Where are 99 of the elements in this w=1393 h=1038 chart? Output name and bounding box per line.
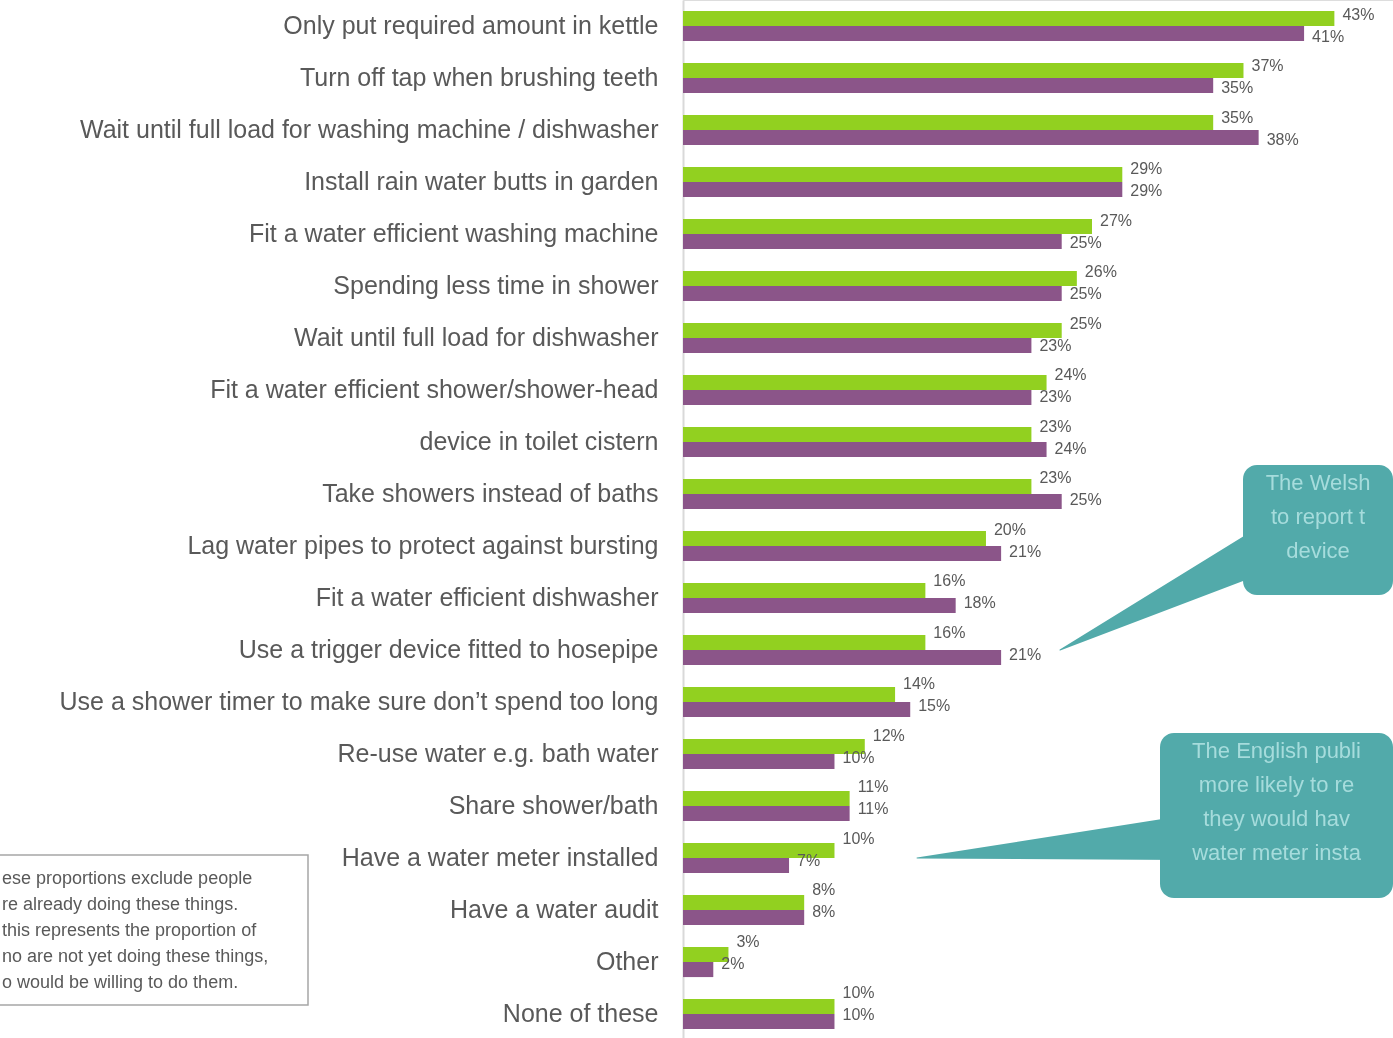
data-label: 25%: [1069, 233, 1102, 251]
data-label: 23%: [1039, 417, 1072, 435]
y-tick-label: None of these: [502, 999, 659, 1027]
data-label: 20%: [993, 520, 1026, 538]
y-tick-label: Only put required amount in kettle: [283, 11, 659, 39]
data-label: 11%: [857, 800, 889, 818]
y-tick-label: Use a trigger device fitted to hosepipe: [238, 635, 659, 663]
bar: [683, 582, 926, 598]
data-label: 35%: [1221, 108, 1254, 126]
y-tick-label: Have a water audit: [450, 895, 659, 923]
data-label: 35%: [1221, 79, 1254, 97]
data-label: 16%: [933, 623, 966, 641]
bar: [683, 598, 956, 614]
data-label: 38%: [1266, 130, 1299, 148]
bar: [683, 374, 1047, 390]
text: ese proportions exclude people re already doing these things. this represents the proportion of no are not yet doing these things, o would be willing to do them.: [2, 868, 269, 992]
data-label: 10%: [842, 748, 875, 766]
y-tick-label: Fit a water efficient shower/shower-head: [210, 375, 659, 403]
bar: [683, 910, 805, 926]
annotation: The English publi more likely to re they would hav water meter insta: [1191, 738, 1362, 865]
y-tick-label: Wait until full load for washing machine / dishwasher: [79, 115, 659, 143]
data-label: 23%: [1039, 469, 1072, 487]
data-label: 10%: [842, 829, 875, 847]
data-label: 43%: [1342, 5, 1375, 23]
bar: [683, 114, 1214, 130]
bar: [683, 26, 1305, 42]
y-tick-label: Wait until full load for dishwasher: [293, 323, 659, 351]
data-label: 10%: [842, 1006, 875, 1024]
bar: [683, 10, 1335, 26]
data-label: 29%: [1130, 160, 1163, 178]
bar: [683, 442, 1047, 458]
bar: [683, 962, 714, 978]
y-tick-label: Fit a water efficient washing machine: [249, 219, 659, 247]
data-label: 23%: [1039, 336, 1072, 354]
data-label: 25%: [1069, 285, 1102, 303]
bar: [683, 234, 1062, 250]
data-label: 18%: [963, 594, 996, 612]
bar: [683, 390, 1032, 406]
bar: [683, 322, 1062, 338]
bar: [683, 702, 911, 718]
bar: [683, 338, 1032, 354]
data-label: 8%: [812, 881, 836, 899]
data-label: 21%: [1009, 645, 1042, 663]
bar: [683, 650, 1002, 666]
bar: [683, 166, 1123, 182]
bar: [683, 218, 1092, 234]
annotation: The Welsh to report t device: [1265, 470, 1371, 563]
bar: [683, 182, 1123, 198]
data-label: 29%: [1130, 182, 1163, 200]
y-tick-label: Install rain water butts in garden: [304, 167, 659, 195]
bar: [683, 1014, 835, 1030]
data-label: 10%: [842, 984, 875, 1002]
y-tick-label: Share shower/bath: [448, 791, 659, 819]
bar: [683, 754, 835, 770]
y-tick-label: Take showers instead of baths: [322, 479, 659, 507]
bar: [683, 270, 1077, 286]
data-label: 24%: [1054, 439, 1087, 457]
y-tick-label: Use a shower timer to make sure don’t spend too long: [59, 687, 659, 715]
bar: [683, 478, 1032, 494]
bar: [683, 998, 835, 1014]
data-label: 25%: [1069, 491, 1102, 509]
bar: [683, 806, 850, 822]
data-label: 41%: [1312, 27, 1345, 45]
bar: [683, 130, 1259, 146]
data-label: 16%: [933, 572, 966, 590]
bar: [683, 790, 850, 806]
data-label: 21%: [1009, 542, 1042, 560]
data-label: 27%: [1100, 211, 1133, 229]
data-label: 15%: [918, 697, 951, 715]
data-label: 14%: [903, 675, 936, 693]
bar: [683, 858, 790, 874]
y-tick-label: Lag water pipes to protect against bursting: [187, 531, 659, 559]
data-label: 3%: [736, 932, 760, 950]
data-label: 12%: [872, 726, 905, 744]
bar: [683, 426, 1032, 442]
bar: [683, 686, 896, 702]
bar: [683, 286, 1062, 302]
data-label: 37%: [1251, 57, 1284, 75]
y-tick-label: Turn off tap when brushing teeth: [299, 63, 659, 91]
bar: [683, 78, 1214, 94]
bar: [683, 546, 1002, 562]
bar: [683, 62, 1244, 78]
data-label: 26%: [1084, 263, 1117, 281]
bar: [683, 530, 986, 546]
y-tick-label: Other: [595, 947, 659, 975]
y-tick-label: Re-use water e.g. bath water: [337, 739, 659, 767]
bar: [683, 894, 805, 910]
data-label: 2%: [721, 954, 745, 972]
bar: [683, 494, 1062, 510]
bar: [683, 634, 926, 650]
data-label: 23%: [1039, 388, 1072, 406]
y-tick-label: Spending less time in shower: [333, 271, 659, 299]
data-label: 25%: [1069, 314, 1102, 332]
data-label: 8%: [812, 903, 836, 921]
y-tick-label: device in toilet cistern: [419, 427, 659, 455]
data-label: 24%: [1054, 366, 1087, 384]
y-tick-label: Fit a water efficient dishwasher: [315, 583, 659, 611]
data-label: 11%: [857, 778, 889, 796]
y-tick-label: Have a water meter installed: [341, 843, 659, 871]
